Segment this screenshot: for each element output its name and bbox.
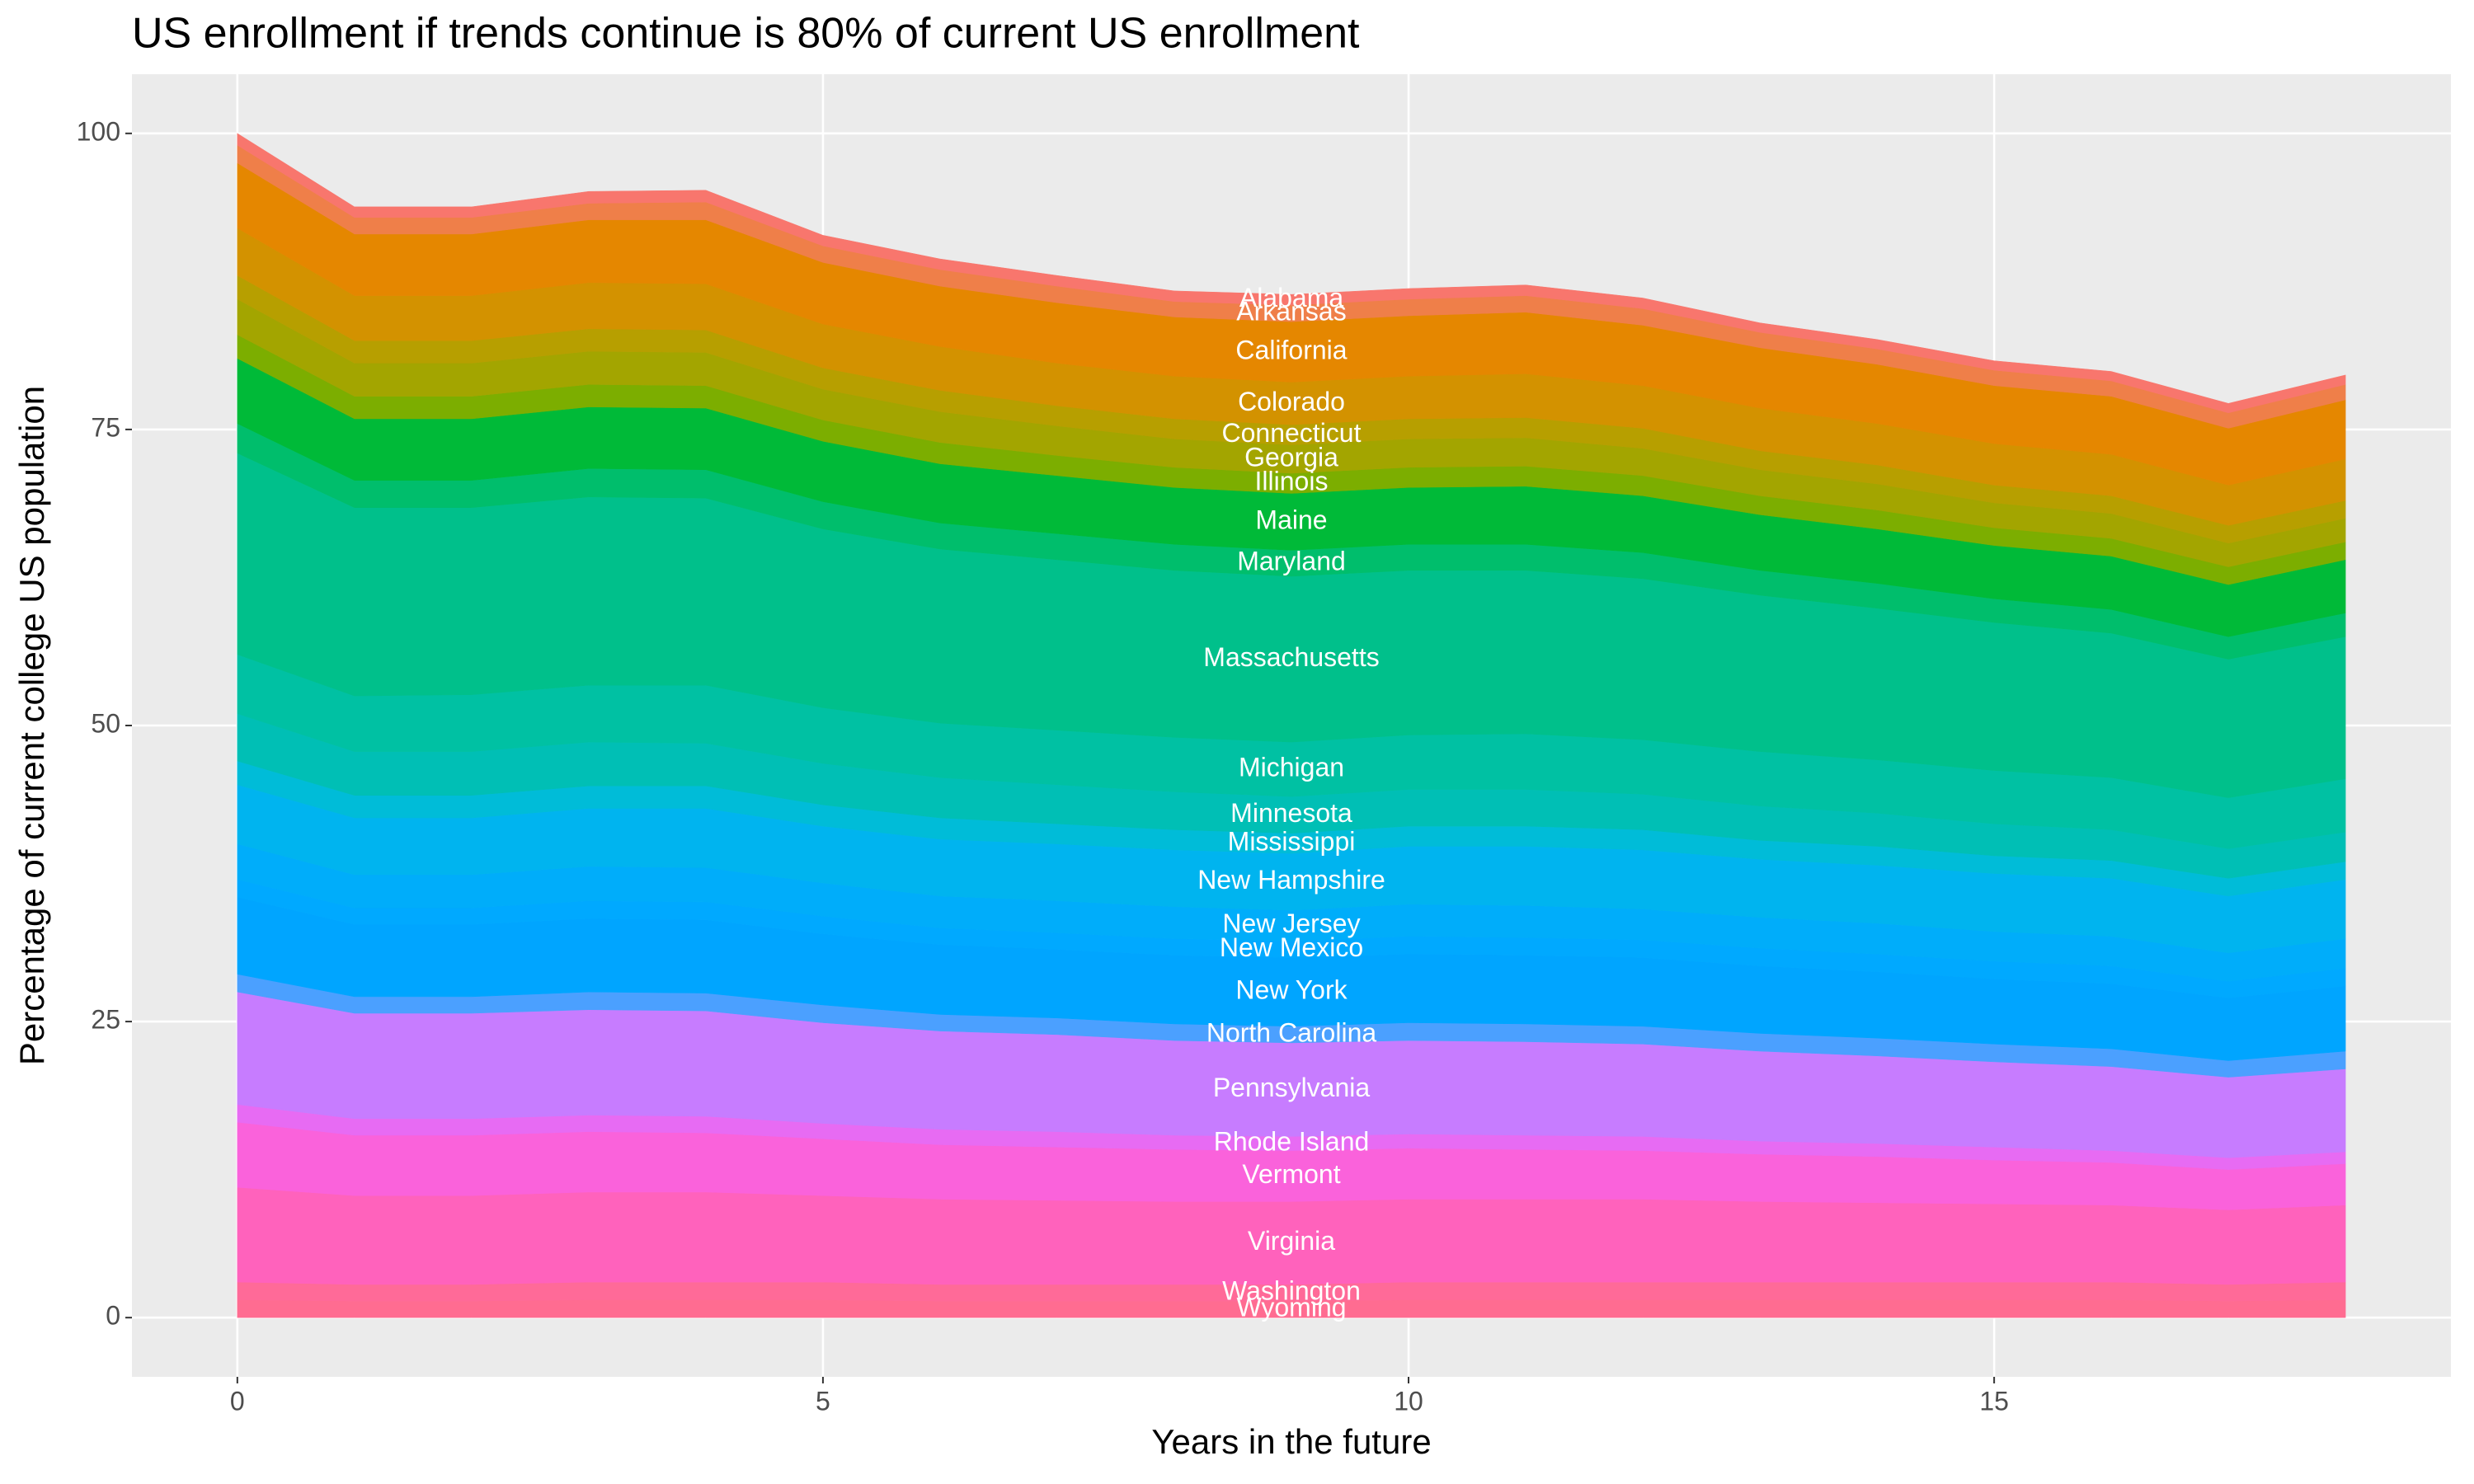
- y-tick-label: 0: [106, 1301, 120, 1331]
- x-tick-label: 10: [1394, 1386, 1423, 1416]
- area-label: Massachusetts: [1203, 642, 1379, 672]
- area-label: Wyoming: [1236, 1293, 1346, 1322]
- area-label: Minnesota: [1230, 798, 1352, 828]
- area-label: Connecticut: [1222, 418, 1362, 448]
- area-label: Maryland: [1237, 547, 1346, 576]
- area-label: Washington: [1222, 1275, 1361, 1305]
- area-label: Vermont: [1242, 1159, 1340, 1189]
- area-label: Virginia: [1248, 1226, 1335, 1256]
- area-label: Michigan: [1239, 753, 1344, 782]
- y-tick-label: 50: [91, 708, 120, 738]
- area-label: New Mexico: [1220, 932, 1363, 962]
- area-label: Mississippi: [1228, 826, 1356, 856]
- axes: 0 25 50 75 100 0 5 10 15: [77, 116, 2009, 1416]
- area-label: Pennsylvania: [1213, 1073, 1371, 1102]
- y-axis-title: Percentage of current college US populat…: [12, 386, 51, 1065]
- y-tick-label: 75: [91, 412, 120, 442]
- area-label: California: [1235, 335, 1347, 364]
- x-axis-title: Years in the future: [1151, 1422, 1431, 1461]
- chart-title: US enrollment if trends continue is 80% …: [132, 10, 1360, 58]
- area-label: Illinois: [1255, 467, 1329, 496]
- area-label: Maine: [1255, 505, 1327, 534]
- x-tick-label: 5: [816, 1386, 830, 1416]
- area-label: Arkansas: [1236, 297, 1346, 326]
- x-tick-label: 0: [230, 1386, 245, 1416]
- y-tick-label: 100: [77, 116, 120, 146]
- area-label: New Jersey: [1222, 909, 1360, 938]
- area-label: Rhode Island: [1214, 1126, 1370, 1156]
- y-tick-label: 25: [91, 1005, 120, 1035]
- area-label: New York: [1235, 975, 1348, 1005]
- areas: [237, 133, 2346, 1318]
- area: [237, 133, 2346, 414]
- area-label: New Hampshire: [1197, 865, 1385, 895]
- x-tick-label: 15: [1979, 1386, 2009, 1416]
- area-label: Colorado: [1238, 387, 1345, 416]
- area-label: Alabama: [1239, 283, 1344, 312]
- area-label: Georgia: [1244, 442, 1338, 472]
- area-label: North Carolina: [1206, 1017, 1377, 1047]
